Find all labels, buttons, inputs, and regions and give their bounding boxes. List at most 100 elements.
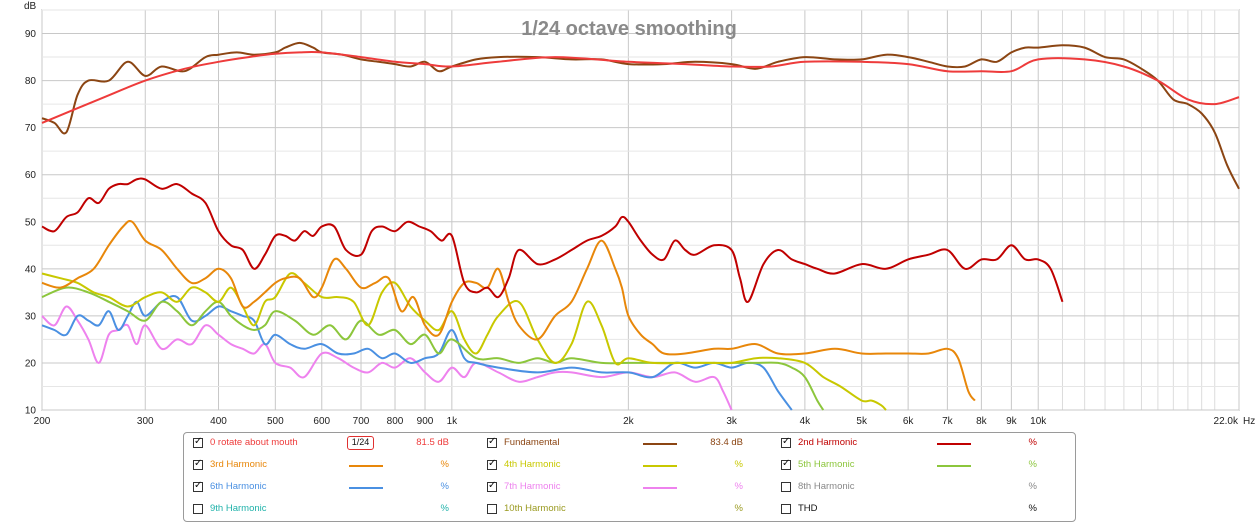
legend-checkbox[interactable] [487, 480, 497, 492]
legend-value: % [1028, 459, 1037, 470]
legend-label: 0 rotate about mouth [210, 437, 298, 448]
legend-item: Fundamental 83.4 dB [478, 433, 772, 455]
legend-checkbox[interactable] [193, 436, 203, 448]
y-tick-label: 90 [25, 29, 37, 40]
legend-value: % [440, 503, 449, 514]
legend-line-swatch [349, 487, 383, 489]
legend-line-swatch [643, 487, 677, 489]
legend-row: 3rd Harmonic%4th Harmonic%5th Harmonic% [184, 455, 1075, 477]
legend-value: % [734, 481, 743, 492]
legend-label: 9th Harmonic [210, 503, 267, 514]
legend-checkbox[interactable] [193, 504, 203, 514]
legend-item: 5th Harmonic% [772, 455, 1066, 477]
legend-item: 2nd Harmonic% [772, 433, 1066, 455]
legend-line-swatch [937, 443, 971, 445]
legend-label: Fundamental [504, 437, 560, 448]
x-tick-label: 500 [267, 416, 284, 427]
legend-value: 81.5 dB [416, 437, 449, 448]
legend-item: 9th Harmonic% [184, 499, 478, 521]
plot-background [41, 9, 1240, 411]
legend-value: % [1028, 503, 1037, 514]
series-2nd-harmonic [41, 177, 1064, 303]
x-tick-label: 1k [447, 416, 459, 427]
x-tick-label: 9k [1006, 416, 1018, 427]
legend-label: 2nd Harmonic [798, 437, 858, 448]
legend-item: 8th Harmonic% [772, 477, 1066, 499]
x-tick-label: 200 [34, 416, 51, 427]
y-tick-label: 70 [25, 123, 37, 134]
x-tick-label: 300 [137, 416, 154, 427]
legend-line-swatch [937, 465, 971, 467]
x-tick-label: 900 [417, 416, 434, 427]
legend-item: THD% [772, 499, 1066, 521]
legend-item: 0 rotate about mouth 1/24 81.5 dB [184, 433, 478, 455]
x-tick-labels: 200 300 400 500 600 700 800 900 1k 2k 3k 4k 5k 6k 7k 8k… [34, 416, 1239, 427]
y-tick-label: 50 [25, 217, 37, 228]
x-tick-label: 400 [210, 416, 227, 427]
chart-svg: 200 300 400 500 600 700 800 900 1k 2k 3k 4k 5k 6k 7k 8k… [24, 1, 1255, 427]
x-tick-label: 5k [856, 416, 868, 427]
legend-row: 6th Harmonic%7th Harmonic%8th Harmonic% [184, 477, 1075, 499]
y-tick-labels: 10 20 30 40 50 60 70 80 90 [25, 29, 37, 416]
legend-label: 10th Harmonic [504, 503, 566, 514]
x-tick-label: 2k [623, 416, 635, 427]
x-tick-label: 10k [1030, 416, 1047, 427]
smoothing-button[interactable]: 1/24 [347, 436, 374, 450]
legend-row: 0 rotate about mouth 1/24 81.5 dB Fundament… [184, 433, 1075, 455]
x-tick-label: 700 [353, 416, 370, 427]
x-tick-label: 800 [387, 416, 404, 427]
y-tick-label: 80 [25, 76, 37, 87]
legend-label: 3rd Harmonic [210, 459, 268, 470]
x-tick-label: 6k [903, 416, 915, 427]
legend-item: 10th Harmonic% [478, 499, 772, 521]
legend-checkbox[interactable] [781, 436, 791, 448]
legend-panel: 0 rotate about mouth 1/24 81.5 dB Fundament… [183, 432, 1076, 522]
legend-checkbox[interactable] [781, 458, 791, 470]
legend-label: 8th Harmonic [798, 481, 855, 492]
legend-label: 7th Harmonic [504, 481, 561, 492]
series-6th-harmonic [41, 295, 793, 411]
legend-checkbox[interactable] [193, 480, 203, 492]
legend-line-swatch [349, 465, 383, 467]
legend-value: % [734, 459, 743, 470]
x-tick-label: 600 [313, 416, 330, 427]
legend-checkbox[interactable] [487, 458, 497, 470]
legend-item: 6th Harmonic% [184, 477, 478, 499]
legend-value: % [1028, 481, 1037, 492]
y-tick-label: 30 [25, 311, 37, 322]
legend-checkbox[interactable] [487, 504, 497, 514]
legend-line-swatch [643, 465, 677, 467]
series-4th-harmonic [41, 272, 887, 411]
x-tick-label: 3k [726, 416, 738, 427]
legend-checkbox[interactable] [781, 504, 791, 514]
legend-label: 4th Harmonic [504, 459, 561, 470]
x-tick-label: 7k [942, 416, 954, 427]
legend-item: 3rd Harmonic% [184, 455, 478, 477]
y-tick-label: 40 [25, 264, 37, 275]
x-tick-label: 4k [800, 416, 812, 427]
x-tick-label: 22.0k [1214, 416, 1239, 427]
series-3rd-harmonic [41, 219, 976, 402]
series-0-rotate-about-mouth [41, 50, 1240, 124]
legend-checkbox[interactable] [193, 458, 203, 470]
series-group [41, 41, 1240, 411]
legend-value: 83.4 dB [710, 437, 743, 448]
legend-line-swatch [643, 443, 677, 445]
legend-row: 9th Harmonic% 10th Harmonic% THD% [184, 499, 1075, 521]
y-tick-label: 60 [25, 170, 37, 181]
legend-label: 5th Harmonic [798, 459, 855, 470]
legend-checkbox[interactable] [487, 436, 497, 448]
legend-label: 6th Harmonic [210, 481, 267, 492]
x-axis-unit: Hz [1243, 416, 1255, 427]
grid-lines [41, 9, 1240, 411]
legend-label: THD [798, 503, 818, 514]
legend-value: % [1028, 437, 1037, 448]
chart-title: 1/24 octave smoothing [521, 18, 737, 40]
legend-checkbox[interactable] [781, 482, 791, 492]
legend-value: % [440, 459, 449, 470]
y-tick-label: 10 [25, 406, 37, 417]
y-axis-label: dB [24, 1, 37, 12]
legend-value: % [440, 481, 449, 492]
legend-item: 7th Harmonic% [478, 477, 772, 499]
y-tick-label: 20 [25, 358, 37, 369]
